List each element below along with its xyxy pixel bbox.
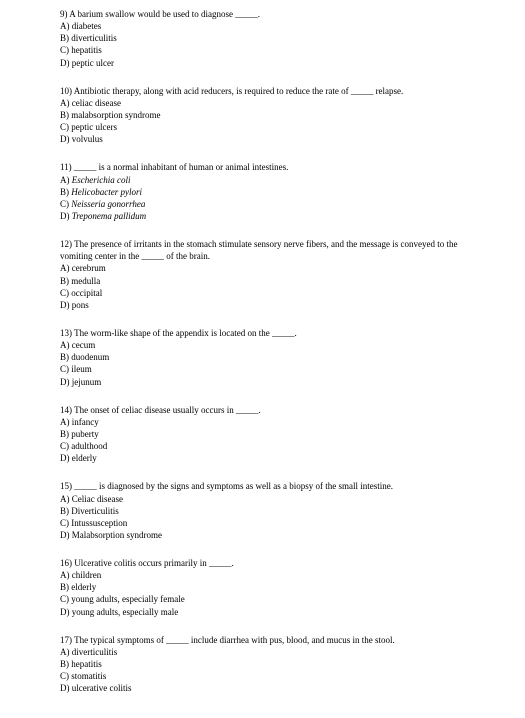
- option: D) volvulus: [60, 133, 465, 145]
- option: A) diabetes: [60, 20, 465, 32]
- question-text: 16) Ulcerative colitis occurs primarily …: [60, 557, 465, 569]
- question: 16) Ulcerative colitis occurs primarily …: [60, 557, 465, 618]
- option: B) medulla: [60, 275, 465, 287]
- question-text: 14) The onset of celiac disease usually …: [60, 404, 465, 416]
- option-prefix: D): [60, 211, 72, 221]
- option-italic: Neisseria gonorrhea: [71, 199, 145, 209]
- question-text: 13) The worm-like shape of the appendix …: [60, 327, 465, 339]
- option: A) infancy: [60, 416, 465, 428]
- option: D) ulcerative colitis: [60, 682, 465, 694]
- option: B) malabsorption syndrome: [60, 109, 465, 121]
- option: B) puberty: [60, 428, 465, 440]
- option: B) duodenum: [60, 351, 465, 363]
- option-italic: Helicobacter pylori: [71, 187, 142, 197]
- option: D) jejunum: [60, 376, 465, 388]
- option-prefix: C): [60, 199, 71, 209]
- question-text: 15) _____ is diagnosed by the signs and …: [60, 480, 465, 492]
- option-italic: Treponema pallidum: [72, 211, 146, 221]
- option: D) peptic ulcer: [60, 57, 465, 69]
- option: C) Neisseria gonorrhea: [60, 198, 465, 210]
- option: C) adulthood: [60, 440, 465, 452]
- option: B) Diverticulitis: [60, 505, 465, 517]
- question: 12) The presence of irritants in the sto…: [60, 238, 465, 311]
- question: 13) The worm-like shape of the appendix …: [60, 327, 465, 388]
- option-italic: Escherichia coli: [72, 175, 131, 185]
- option: D) elderly: [60, 452, 465, 464]
- option: B) hepatitis: [60, 658, 465, 670]
- question: 14) The onset of celiac disease usually …: [60, 404, 465, 465]
- option: C) peptic ulcers: [60, 121, 465, 133]
- question-text: 11) _____ is a normal inhabitant of huma…: [60, 161, 465, 173]
- option: A) Celiac disease: [60, 493, 465, 505]
- option-prefix: A): [60, 175, 72, 185]
- question-text: 10) Antibiotic therapy, along with acid …: [60, 85, 465, 97]
- option: C) hepatitis: [60, 44, 465, 56]
- option: A) cecum: [60, 339, 465, 351]
- option-prefix: B): [60, 187, 71, 197]
- option: C) ileum: [60, 363, 465, 375]
- option: A) cerebrum: [60, 262, 465, 274]
- option: B) elderly: [60, 581, 465, 593]
- option: D) pons: [60, 299, 465, 311]
- option: D) Malabsorption syndrome: [60, 529, 465, 541]
- option: A) celiac disease: [60, 97, 465, 109]
- option: A) children: [60, 569, 465, 581]
- question: 17) The typical symptoms of _____ includ…: [60, 634, 465, 695]
- option: D) young adults, especially male: [60, 606, 465, 618]
- question: 15) _____ is diagnosed by the signs and …: [60, 480, 465, 541]
- option: B) Helicobacter pylori: [60, 186, 465, 198]
- question-text: 12) The presence of irritants in the sto…: [60, 238, 465, 262]
- option: B) diverticulitis: [60, 32, 465, 44]
- question-text: 17) The typical symptoms of _____ includ…: [60, 634, 465, 646]
- question-text: 9) A barium swallow would be used to dia…: [60, 8, 465, 20]
- option: D) Treponema pallidum: [60, 210, 465, 222]
- question: 10) Antibiotic therapy, along with acid …: [60, 85, 465, 146]
- option: C) occipital: [60, 287, 465, 299]
- option: C) Intussusception: [60, 517, 465, 529]
- page: 9) A barium swallow would be used to dia…: [0, 0, 525, 718]
- option: C) young adults, especially female: [60, 593, 465, 605]
- option: A) diverticulitis: [60, 646, 465, 658]
- question: 11) _____ is a normal inhabitant of huma…: [60, 161, 465, 222]
- question: 9) A barium swallow would be used to dia…: [60, 8, 465, 69]
- option: A) Escherichia coli: [60, 174, 465, 186]
- option: C) stomatitis: [60, 670, 465, 682]
